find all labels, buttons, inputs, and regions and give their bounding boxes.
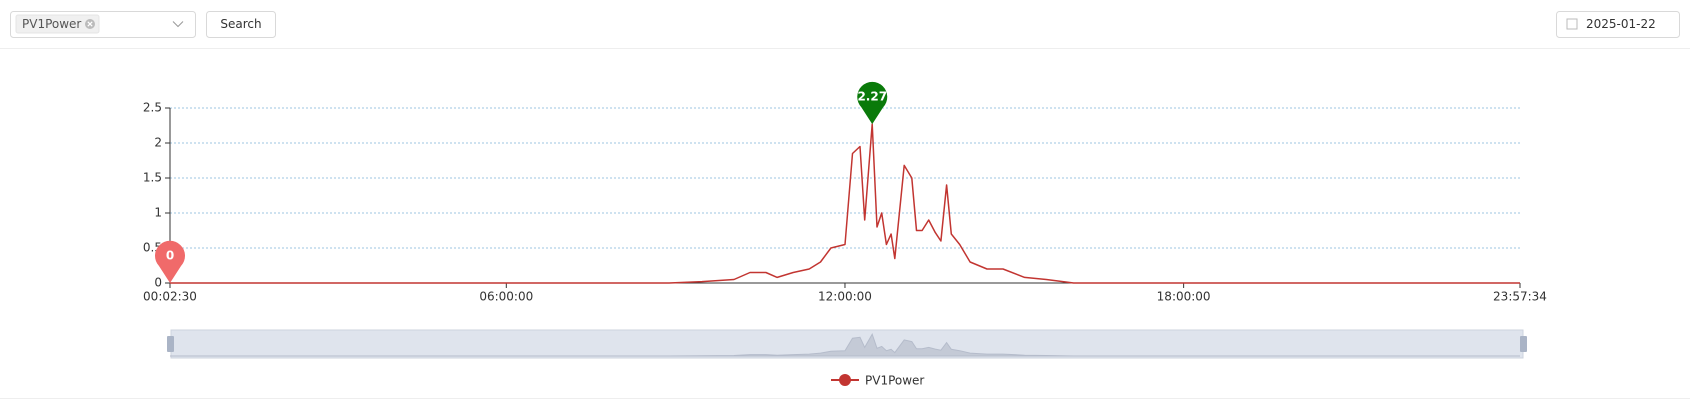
zoom-preview	[170, 332, 1520, 357]
y-tick-label: 1	[154, 206, 162, 220]
date-value: 2025-01-22	[1586, 17, 1656, 31]
search-button-label: Search	[220, 17, 261, 31]
calendar-icon	[1566, 18, 1578, 30]
zoom-handle[interactable]	[167, 336, 174, 352]
mark-pin	[155, 240, 186, 283]
legend-label: PV1Power	[865, 374, 924, 388]
search-button[interactable]	[206, 11, 276, 38]
mark-label: 2.27	[857, 90, 887, 104]
x-tick-label: 12:00:00	[818, 290, 872, 304]
dropdown-arrow	[172, 21, 184, 28]
series-line	[170, 123, 1520, 284]
y-tick-label: 2	[154, 136, 162, 150]
select-tag	[15, 14, 100, 34]
tag-remove-x	[87, 21, 93, 27]
legend-symbol	[839, 374, 851, 386]
x-tick-label: 00:02:30	[143, 290, 197, 304]
y-tick-label: 1.5	[143, 171, 162, 185]
x-tick-label: 23:57:34	[1493, 290, 1547, 304]
date-picker[interactable]	[1556, 11, 1680, 38]
y-tick-label: 2.5	[143, 101, 162, 115]
select-tag-label: PV1Power	[22, 17, 81, 31]
x-tick-label: 18:00:00	[1157, 290, 1211, 304]
mark-pin	[857, 81, 888, 125]
zoom-handle[interactable]	[1520, 336, 1527, 352]
y-tick-label: 0	[154, 276, 162, 290]
mark-label: 0	[166, 249, 174, 263]
x-tick-label: 06:00:00	[479, 290, 533, 304]
